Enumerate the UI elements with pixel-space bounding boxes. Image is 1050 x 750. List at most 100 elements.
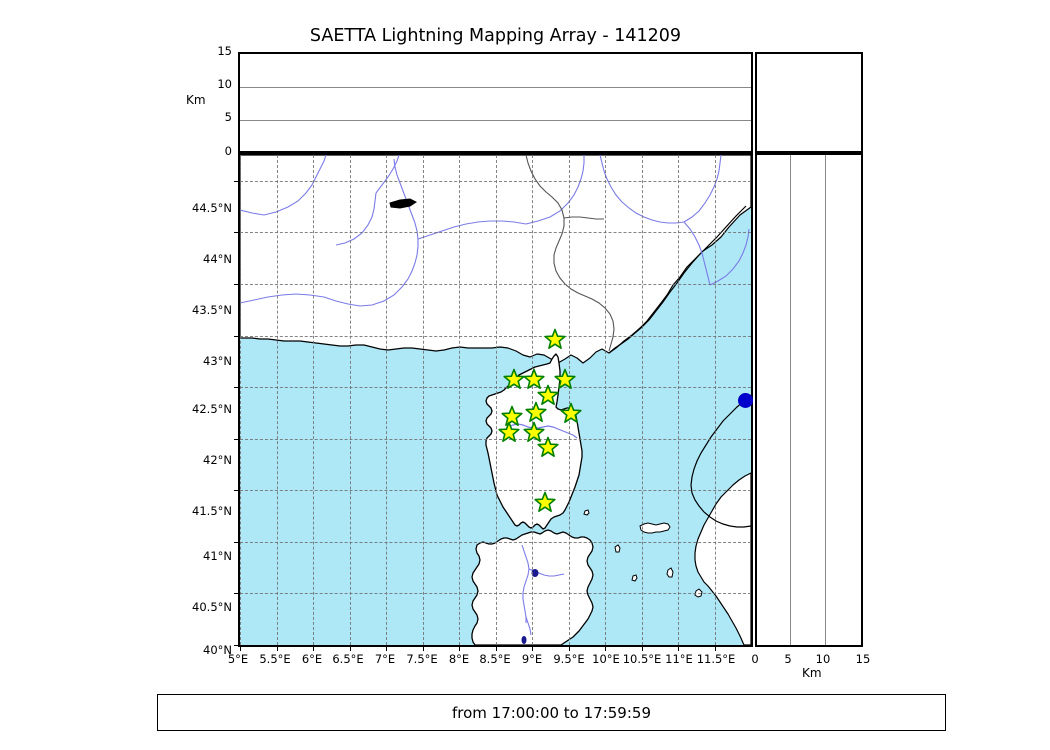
right-panel-xtick-5: 5 xyxy=(784,652,792,666)
map-ytick-41: 41°N xyxy=(203,549,232,563)
top-panel-ytick-15: 15 xyxy=(217,44,232,58)
top-panel-ytick-5: 5 xyxy=(224,110,232,124)
station-star-icon xyxy=(560,402,582,424)
map-xtick-8: 8°E xyxy=(448,652,470,666)
lightning-source-point xyxy=(737,392,753,408)
map-ytickmark-9 xyxy=(234,180,238,182)
map-gridline-lon-8 xyxy=(532,155,533,645)
map-xtick-7-5: 7.5°E xyxy=(406,652,438,666)
map-xtickmark-7 xyxy=(495,647,497,651)
right-altitude-panel xyxy=(755,153,863,647)
map-ytickmark-8 xyxy=(234,232,238,234)
top-panel-ylabel: Km xyxy=(186,93,206,107)
right-panel-xtick-10: 10 xyxy=(815,652,831,666)
map-gridline-lon-12 xyxy=(678,155,679,645)
time-range-text: from 17:00:00 to 17:59:59 xyxy=(451,703,651,722)
station-star-icon xyxy=(523,368,545,390)
map-ytickmark-3 xyxy=(234,490,238,492)
map-gridline-lon-6 xyxy=(459,155,460,645)
top-panel-gridline-10 xyxy=(240,87,751,88)
map-xtickmark-3 xyxy=(349,647,351,651)
map-panel[interactable] xyxy=(238,153,753,647)
map-xtick-9-5: 9.5°E xyxy=(553,652,585,666)
time-range-bar: from 17:00:00 to 17:59:59 xyxy=(157,694,946,731)
map-gridline-lon-11 xyxy=(641,155,643,645)
map-xtickmark-10 xyxy=(605,647,606,651)
station-star-icon xyxy=(544,328,566,350)
map-xtickmark-6 xyxy=(459,647,460,651)
map-ytick-42-5: 42.5°N xyxy=(192,402,232,416)
map-gridline-lat-5 xyxy=(240,387,751,389)
map-ytickmark-7 xyxy=(234,283,238,285)
map-xtickmark-13 xyxy=(714,647,716,651)
top-panel-gridline-5 xyxy=(240,120,751,121)
map-ytick-40-5: 40.5°N xyxy=(192,600,232,614)
map-gridline-lat-2 xyxy=(240,541,751,543)
map-ytick-43-5: 43.5°N xyxy=(192,303,232,317)
map-xtick-7: 7°E xyxy=(374,652,396,666)
map-xtick-6-5: 6.5°E xyxy=(332,652,364,666)
station-star-icon xyxy=(501,405,523,427)
station-star-icon xyxy=(537,384,559,406)
station-star-icon xyxy=(554,368,576,390)
map-xtickmark-9 xyxy=(568,647,570,651)
map-ytickmark-4 xyxy=(234,438,238,440)
map-xtick-9: 9°E xyxy=(521,652,543,666)
map-ytick-43: 43°N xyxy=(203,354,232,368)
map-gridline-lon-10 xyxy=(605,155,606,645)
station-star-icon xyxy=(523,421,545,443)
map-gridline-lat-6 xyxy=(240,335,751,337)
right-panel-gridline-5 xyxy=(790,155,791,645)
map-ytick-44-5: 44.5°N xyxy=(192,201,232,215)
map-gridline-lon-0 xyxy=(240,155,241,645)
top-altitude-panel xyxy=(238,52,753,153)
map-ytick-41-5: 41.5°N xyxy=(192,504,232,518)
map-xtickmark-1 xyxy=(276,647,278,651)
map-ytick-42: 42°N xyxy=(203,453,232,467)
top-panel-ytick-10: 10 xyxy=(217,77,232,91)
map-gridline-lon-1 xyxy=(276,155,278,645)
map-xtickmark-4 xyxy=(386,647,387,651)
map-ytickmark-1 xyxy=(234,593,238,595)
map-xtickmark-0 xyxy=(240,647,241,651)
right-panel-xlabel: Km xyxy=(802,666,822,680)
map-gridline-lon-2 xyxy=(313,155,314,645)
station-star-icon xyxy=(537,436,559,458)
map-gridline-lon-13 xyxy=(714,155,716,645)
map-gridline-lat-0 xyxy=(240,645,751,646)
station-star-icon xyxy=(525,401,547,423)
map-xtickmark-2 xyxy=(313,647,314,651)
right-panel-xtick-15: 15 xyxy=(855,652,871,666)
map-gridline-lat-9 xyxy=(240,180,751,182)
map-gridline-lat-4 xyxy=(240,438,751,440)
map-xtick-8-5: 8.5°E xyxy=(479,652,511,666)
map-xtick-5: 5°E xyxy=(227,652,249,666)
map-ytick-44: 44°N xyxy=(203,252,232,266)
map-xtick-6: 6°E xyxy=(301,652,323,666)
map-xtick-10-5: 10.5°E xyxy=(622,652,662,666)
map-xtickmark-12 xyxy=(678,647,679,651)
map-ytickmark-2 xyxy=(234,541,238,543)
station-star-icon xyxy=(503,368,526,390)
map-gridline-lat-8 xyxy=(240,232,751,234)
right-panel-xtick-0: 0 xyxy=(751,652,759,666)
map-ytickmark-5 xyxy=(234,387,238,389)
map-xtickmark-11 xyxy=(641,647,643,651)
map-ytick-40: 40°N xyxy=(203,643,232,657)
map-gridline-lat-1 xyxy=(240,593,751,595)
station-star-icon xyxy=(534,491,556,513)
map-gridline-lat-3 xyxy=(240,490,751,492)
map-xtickmark-8 xyxy=(532,647,533,651)
map-gridline-lon-9 xyxy=(568,155,570,645)
map-gridline-lon-4 xyxy=(386,155,387,645)
map-gridline-lon-7 xyxy=(495,155,497,645)
map-xtick-11: 11°E xyxy=(665,652,693,666)
map-xtickmark-5 xyxy=(422,647,424,651)
top-panel-ytick-0: 0 xyxy=(224,144,232,158)
map-xtick-10: 10°E xyxy=(592,652,620,666)
map-xtick-11-5: 11.5°E xyxy=(696,652,736,666)
map-ytickmark-0 xyxy=(234,645,238,646)
map-gridline-lon-5 xyxy=(422,155,424,645)
map-ytickmark-6 xyxy=(234,335,238,337)
